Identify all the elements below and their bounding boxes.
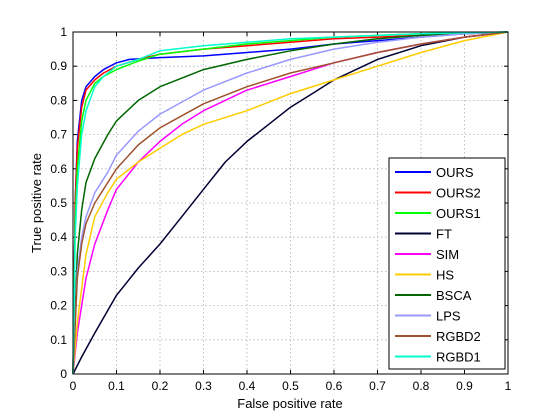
series-line-rgbd2 xyxy=(72,31,509,375)
y-tick-label: 0.4 xyxy=(50,230,67,244)
legend-entry-ft: FT xyxy=(395,227,452,242)
y-tick-label: 1 xyxy=(60,25,67,39)
legend-label: OURS1 xyxy=(436,206,481,221)
legend-label: OURS xyxy=(436,165,474,180)
y-axis-title: True positive rate xyxy=(29,153,44,253)
y-tick-label: 0.1 xyxy=(50,333,67,347)
y-tick-label: 0 xyxy=(60,367,67,381)
legend-label: RGBD1 xyxy=(436,350,481,365)
y-tick-label: 0.7 xyxy=(50,128,67,142)
legend-label: OURS2 xyxy=(436,186,481,201)
legend-entry-rgbd2: RGBD2 xyxy=(395,329,481,344)
series-lines xyxy=(72,31,509,375)
y-tick-label: 0.6 xyxy=(50,162,67,176)
x-tick-label: 0.6 xyxy=(326,379,343,393)
legend-entry-lps: LPS xyxy=(395,309,461,324)
x-tick-labels: 0 0.1 0.2 0.3 0.4 0.5 0.6 0.7 0.8 0.9 1 xyxy=(70,379,512,393)
series-line-bsca xyxy=(72,31,509,375)
legend-entry-ours1: OURS1 xyxy=(395,206,481,221)
x-tick-label: 0.5 xyxy=(282,379,299,393)
legend: OURS OURS2 OURS1 FT SIM HS BSCA LPS RGBD2 RGBD1 xyxy=(388,157,506,370)
x-tick-label: 0 xyxy=(70,379,77,393)
x-tick-label: 0.3 xyxy=(195,379,212,393)
legend-entry-sim: SIM xyxy=(395,247,459,262)
series-line-hs xyxy=(72,31,509,375)
legend-label: BSCA xyxy=(436,288,472,303)
legend-entry-ours: OURS xyxy=(395,165,474,180)
legend-entry-ours2: OURS2 xyxy=(395,186,481,201)
legend-label: SIM xyxy=(436,247,459,262)
legend-label: HS xyxy=(436,268,454,283)
series-line-ft xyxy=(72,31,509,375)
legend-entry-bsca: BSCA xyxy=(395,288,472,303)
x-tick-label: 0.2 xyxy=(152,379,169,393)
axes-box xyxy=(72,31,509,375)
y-tick-label: 0.8 xyxy=(50,93,67,107)
y-tick-label: 0.9 xyxy=(50,59,67,73)
x-tick-label: 0.7 xyxy=(369,379,386,393)
x-tick-label: 1 xyxy=(505,379,512,393)
y-tick-label: 0.3 xyxy=(50,264,67,278)
x-tick-label: 0.1 xyxy=(108,379,125,393)
x-axis-title: False positive rate xyxy=(237,396,343,411)
legend-entry-hs: HS xyxy=(395,268,454,283)
x-tick-label: 0.4 xyxy=(239,379,256,393)
x-tick-label: 0.9 xyxy=(456,379,473,393)
legend-label: FT xyxy=(436,227,452,242)
legend-label: RGBD2 xyxy=(436,329,481,344)
legend-entry-rgbd1: RGBD1 xyxy=(395,350,481,365)
series-line-lps xyxy=(72,31,509,375)
y-tick-label: 0.2 xyxy=(50,299,67,313)
x-tick-label: 0.8 xyxy=(413,379,430,393)
y-tick-label: 0.5 xyxy=(50,196,67,210)
series-line-ours2 xyxy=(72,31,509,375)
y-tick-labels: 0 0.1 0.2 0.3 0.4 0.5 0.6 0.7 0.8 0.9 1 xyxy=(50,25,67,381)
legend-label: LPS xyxy=(436,309,461,324)
series-line-rgbd1 xyxy=(72,31,509,375)
